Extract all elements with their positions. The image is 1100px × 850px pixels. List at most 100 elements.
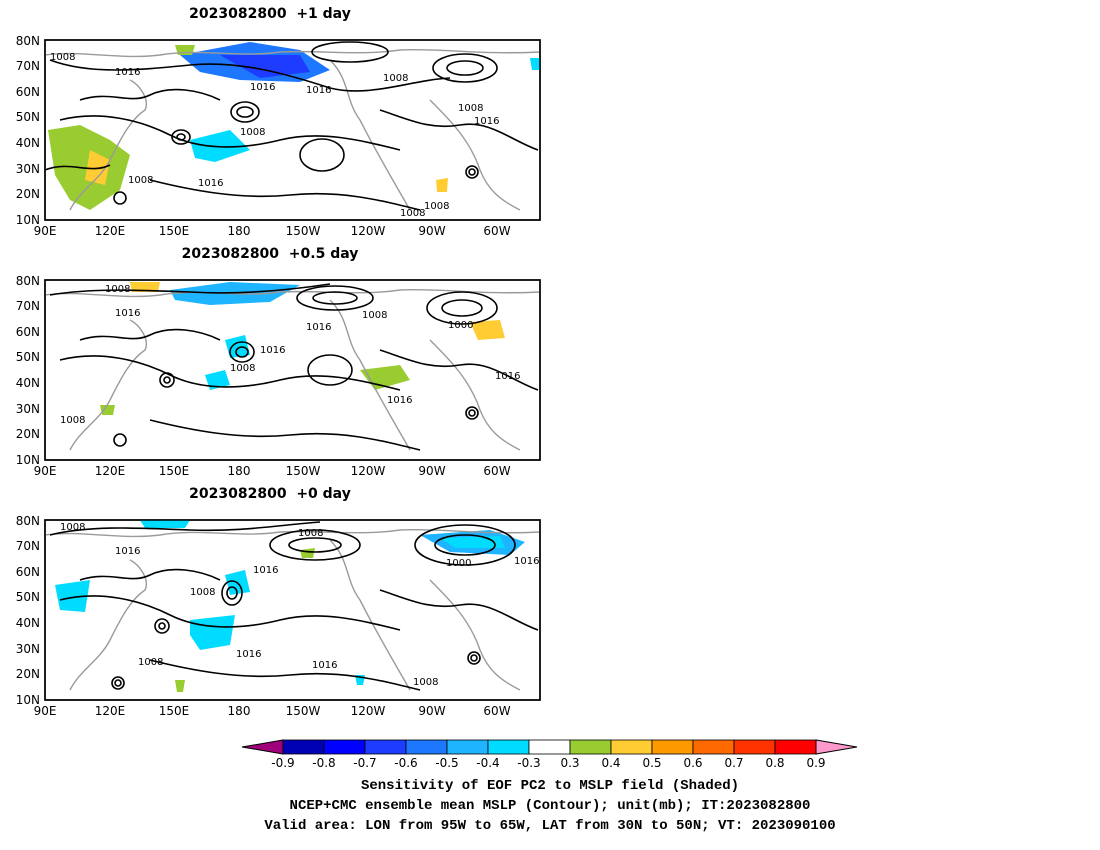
colorbar-swatch	[651, 739, 694, 755]
lat-tick-label: 80N	[16, 274, 40, 288]
lat-tick-label: 10N	[16, 693, 40, 707]
lon-tick-label: 120W	[351, 464, 386, 475]
lat-tick-label: 50N	[16, 350, 40, 364]
colorbar-arrow-left	[241, 739, 284, 755]
lat-tick-label: 40N	[16, 136, 40, 150]
colorbar-swatch	[528, 739, 571, 755]
contour-label: 1016	[260, 345, 285, 356]
lon-tick-label: 60W	[483, 464, 510, 475]
colorbar-tick-label: 0.9	[806, 756, 825, 770]
lon-axis-labels: 90E 120E 150E 180 150W 120W 90W 60W	[34, 464, 511, 475]
lon-tick-label: 90E	[34, 704, 57, 715]
contour-label: 1008	[60, 522, 85, 533]
lat-tick-label: 70N	[16, 539, 40, 553]
lat-tick-label: 20N	[16, 667, 40, 681]
contour-label: 1016	[115, 308, 140, 319]
colorbar-tick-label: 0.5	[642, 756, 661, 770]
contour-label: 1016	[306, 85, 331, 96]
lon-axis-labels: 90E 120E 150E 180 150W 120W 90W 60W	[34, 704, 511, 715]
coastlines	[44, 528, 541, 691]
contour-label: 1008	[230, 363, 255, 374]
colorbar-tick-label: -0.7	[353, 756, 376, 770]
lon-tick-label: 90E	[34, 464, 57, 475]
contour-label: 1008	[190, 587, 215, 598]
coastlines	[44, 48, 541, 211]
caption-line-2: NCEP+CMC ensemble mean MSLP (Contour); u…	[289, 798, 811, 814]
lat-tick-label: 80N	[16, 514, 40, 528]
contour-label: 1016	[514, 556, 539, 567]
colorbar-tick-label: -0.9	[271, 756, 294, 770]
colorbar-swatch	[569, 739, 612, 755]
map-svg: 1008 1016 1016 1008 1008 1000 1016 1008 …	[16, 514, 541, 715]
contour-label: 1008	[105, 284, 130, 295]
mslp-contours	[44, 41, 539, 211]
contour-label: 1016	[198, 178, 223, 189]
mslp-contours	[49, 521, 539, 691]
contour-label: 1008	[240, 127, 265, 138]
lon-tick-label: 90E	[34, 224, 57, 235]
lon-tick-label: 150W	[286, 704, 321, 715]
contour-label: 1016	[250, 82, 275, 93]
lat-tick-label: 80N	[16, 34, 40, 48]
colorbar-tick-label: 0.8	[765, 756, 784, 770]
contour-label: 1000	[448, 320, 473, 331]
colorbar-swatch	[405, 739, 448, 755]
panel-title: 2023082800 +1 day	[189, 6, 351, 22]
lat-tick-label: 60N	[16, 565, 40, 579]
contour-label: 1008	[298, 528, 323, 539]
colorbar-swatch	[610, 739, 653, 755]
map-panel-3: 2023082800 +0 day	[0, 480, 560, 715]
lon-tick-label: 90W	[418, 704, 445, 715]
colorbar-swatches	[241, 739, 858, 755]
colorbar-tick-label: -0.3	[517, 756, 540, 770]
contour-label: 1016	[115, 67, 140, 78]
contour-label: 1016	[312, 660, 337, 671]
colorbar-swatch	[282, 739, 325, 755]
colorbar-swatch	[774, 739, 817, 755]
lat-tick-label: 20N	[16, 427, 40, 441]
contour-label-group: 1008 1016 1008 1016 1016 1008 1008 1016 …	[50, 52, 499, 219]
colorbar-swatch	[446, 739, 489, 755]
lat-tick-label: 30N	[16, 642, 40, 656]
colorbar-swatch	[692, 739, 735, 755]
colorbar-tick-label: -0.8	[312, 756, 335, 770]
contour-label: 1016	[387, 395, 412, 406]
colorbar-tick-label: 0.6	[683, 756, 702, 770]
contour-label: 1016	[474, 116, 499, 127]
contour-label: 1008	[50, 52, 75, 63]
lon-tick-label: 150E	[159, 704, 190, 715]
colorbar-swatch	[733, 739, 776, 755]
caption-line-1: Sensitivity of EOF PC2 to MSLP field (Sh…	[360, 778, 740, 794]
panel-title: 2023082800 +0 day	[189, 486, 351, 502]
lat-tick-label: 20N	[16, 187, 40, 201]
map-svg: 1008 1016 1008 1016 1016 1008 1008 1016 …	[16, 34, 541, 235]
lon-tick-label: 150W	[286, 464, 321, 475]
contour-label: 1008	[383, 73, 408, 84]
lat-tick-label: 50N	[16, 110, 40, 124]
colorbar-tick-label: -0.6	[394, 756, 417, 770]
lat-tick-label: 40N	[16, 616, 40, 630]
lat-tick-label: 70N	[16, 59, 40, 73]
lon-tick-label: 120E	[95, 464, 126, 475]
colorbar-tick-labels: -0.9 -0.8 -0.7 -0.6 -0.5 -0.4 -0.3 0.3 0.4 0.5 0.6…	[271, 756, 825, 770]
lat-axis-labels: 80N 70N 60N 50N 40N 30N 20N 10N	[16, 514, 40, 707]
colorbar-tick-label: 0.4	[601, 756, 620, 770]
lon-tick-label: 180	[228, 464, 251, 475]
contour-label: 1008	[60, 415, 85, 426]
contour-label: 1016	[495, 371, 520, 382]
contour-label-group: 1008 1016 1016 1008 1016 1008 1000 1016 …	[60, 284, 520, 426]
lat-tick-label: 30N	[16, 162, 40, 176]
lat-tick-label: 40N	[16, 376, 40, 390]
lon-tick-label: 150E	[159, 464, 190, 475]
lat-tick-label: 60N	[16, 85, 40, 99]
caption-line-3: Valid area: LON from 95W to 65W, LAT fro…	[264, 818, 836, 834]
colorbar: -0.9 -0.8 -0.7 -0.6 -0.5 -0.4 -0.3 0.3 0.4 0.5 0.6…	[241, 739, 858, 770]
lon-tick-label: 180	[228, 224, 251, 235]
lon-tick-label: 120W	[351, 704, 386, 715]
contour-label: 1016	[236, 649, 261, 660]
lat-axis-labels: 80N 70N 60N 50N 40N 30N 20N 10N	[16, 34, 40, 227]
contour-label: 1008	[138, 657, 163, 668]
contour-label: 1008	[128, 175, 153, 186]
contour-label: 1008	[413, 677, 438, 688]
lon-tick-label: 120E	[95, 224, 126, 235]
